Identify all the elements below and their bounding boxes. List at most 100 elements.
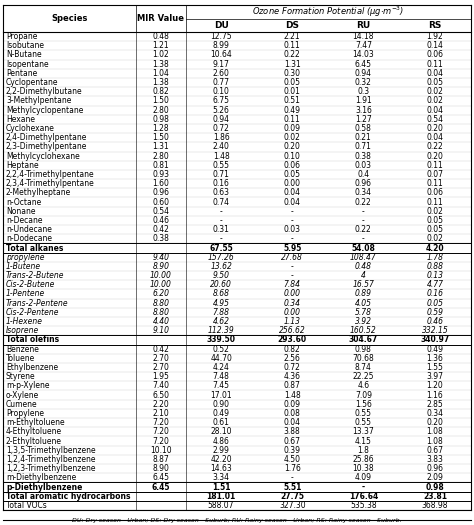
Text: 10.00: 10.00 <box>150 271 172 280</box>
Text: Propane: Propane <box>6 32 37 41</box>
Text: 6.50: 6.50 <box>153 391 169 400</box>
Text: 0.82: 0.82 <box>153 87 169 96</box>
Text: 2.40: 2.40 <box>213 142 229 151</box>
Text: 2.70: 2.70 <box>153 354 169 363</box>
Text: 0.67: 0.67 <box>284 437 301 446</box>
Text: -: - <box>362 234 365 243</box>
Text: 535.38: 535.38 <box>350 501 377 510</box>
Text: 0.49: 0.49 <box>212 409 229 418</box>
Text: 17.01: 17.01 <box>210 391 232 400</box>
Text: 0.01: 0.01 <box>284 87 301 96</box>
Text: -: - <box>362 482 365 491</box>
Text: Isobutane: Isobutane <box>6 41 44 50</box>
Text: 6.45: 6.45 <box>153 474 169 482</box>
Text: 0.82: 0.82 <box>284 344 301 354</box>
Text: 1.91: 1.91 <box>355 97 372 106</box>
Text: 7.20: 7.20 <box>153 437 169 446</box>
Text: 5.51: 5.51 <box>283 482 301 491</box>
Text: 0.20: 0.20 <box>427 418 443 427</box>
Text: Species: Species <box>52 14 88 23</box>
Text: 0.52: 0.52 <box>213 344 229 354</box>
Text: Isopentane: Isopentane <box>6 60 49 69</box>
Text: 16.57: 16.57 <box>353 280 374 289</box>
Text: 0.00: 0.00 <box>284 289 301 299</box>
Text: -: - <box>291 207 293 216</box>
Text: m-Ethyltoluene: m-Ethyltoluene <box>6 418 64 427</box>
Text: 0.07: 0.07 <box>427 170 444 179</box>
Text: 27.75: 27.75 <box>280 492 304 501</box>
Text: 588.07: 588.07 <box>208 501 234 510</box>
Text: 112.39: 112.39 <box>208 326 235 335</box>
Text: 8.74: 8.74 <box>355 363 372 372</box>
Text: -: - <box>291 216 293 225</box>
Text: 6.20: 6.20 <box>153 289 169 299</box>
Text: 1.38: 1.38 <box>153 60 169 69</box>
Text: 23.81: 23.81 <box>423 492 447 501</box>
Text: DU: Dry season—Urban; DS: Dry season—Suburb; RU: Rainy season—Urban; RS: Rainy s: DU: Dry season—Urban; DS: Dry season—Sub… <box>72 518 402 523</box>
Text: 0.22: 0.22 <box>355 197 372 206</box>
Text: 0.49: 0.49 <box>284 106 301 114</box>
Text: 0.77: 0.77 <box>212 78 229 87</box>
Text: 3-Methylpentane: 3-Methylpentane <box>6 97 72 106</box>
Text: 7.40: 7.40 <box>153 381 169 391</box>
Text: 0.00: 0.00 <box>284 308 301 317</box>
Text: 28.10: 28.10 <box>210 427 232 436</box>
Text: n-Decane: n-Decane <box>6 216 43 225</box>
Text: 1.76: 1.76 <box>284 464 301 473</box>
Text: MIR Value: MIR Value <box>137 14 184 23</box>
Text: 176.64: 176.64 <box>349 492 378 501</box>
Text: propylene: propylene <box>6 253 45 261</box>
Text: 1.16: 1.16 <box>427 391 443 400</box>
Text: 0.46: 0.46 <box>427 317 444 326</box>
Text: 13.62: 13.62 <box>210 262 232 271</box>
Text: 0.34: 0.34 <box>427 409 444 418</box>
Text: 1.51: 1.51 <box>212 482 230 491</box>
Text: 0.22: 0.22 <box>284 50 301 59</box>
Text: 256.62: 256.62 <box>279 326 306 335</box>
Text: 4.09: 4.09 <box>355 474 372 482</box>
Text: Cis-2-Pentene: Cis-2-Pentene <box>6 308 60 317</box>
Text: 14.18: 14.18 <box>353 32 374 41</box>
Text: 0.09: 0.09 <box>284 124 301 133</box>
Text: 1.13: 1.13 <box>284 317 301 326</box>
Text: 0.58: 0.58 <box>355 124 372 133</box>
Text: 22.25: 22.25 <box>353 372 374 381</box>
Text: 4.15: 4.15 <box>355 437 372 446</box>
Text: 7.09: 7.09 <box>355 391 372 400</box>
Text: Total VOCs: Total VOCs <box>6 501 47 510</box>
Text: 0.42: 0.42 <box>153 225 169 234</box>
Text: Hexane: Hexane <box>6 115 35 124</box>
Text: 7.48: 7.48 <box>213 372 229 381</box>
Text: Isoprene: Isoprene <box>6 326 39 335</box>
Text: -: - <box>220 234 222 243</box>
Text: 0.02: 0.02 <box>427 234 443 243</box>
Text: 0.72: 0.72 <box>284 363 301 372</box>
Text: 3.92: 3.92 <box>355 317 372 326</box>
Text: 293.60: 293.60 <box>278 335 307 344</box>
Text: 10.10: 10.10 <box>150 446 172 455</box>
Text: 1.50: 1.50 <box>153 97 169 106</box>
Text: 4.36: 4.36 <box>284 372 301 381</box>
Text: 160.52: 160.52 <box>350 326 377 335</box>
Text: 0.63: 0.63 <box>212 188 229 197</box>
Text: 0.04: 0.04 <box>284 418 301 427</box>
Text: 0.59: 0.59 <box>427 308 444 317</box>
Text: n-Octane: n-Octane <box>6 197 41 206</box>
Text: 0.11: 0.11 <box>427 60 443 69</box>
Text: 0.04: 0.04 <box>427 106 444 114</box>
Text: m-p-Xylene: m-p-Xylene <box>6 381 49 391</box>
Text: 4.20: 4.20 <box>426 244 444 253</box>
Text: 1.08: 1.08 <box>427 427 443 436</box>
Text: 1.21: 1.21 <box>153 41 169 50</box>
Text: 42.20: 42.20 <box>210 455 232 464</box>
Text: 1.56: 1.56 <box>355 400 372 409</box>
Text: 0.74: 0.74 <box>212 197 229 206</box>
Text: 0.46: 0.46 <box>153 216 169 225</box>
Text: 0.04: 0.04 <box>427 69 444 78</box>
Text: 9.40: 9.40 <box>153 253 169 261</box>
Text: 67.55: 67.55 <box>209 244 233 253</box>
Text: 8.80: 8.80 <box>153 308 169 317</box>
Text: 0.90: 0.90 <box>212 400 229 409</box>
Text: 0.05: 0.05 <box>284 170 301 179</box>
Text: 0.16: 0.16 <box>427 289 444 299</box>
